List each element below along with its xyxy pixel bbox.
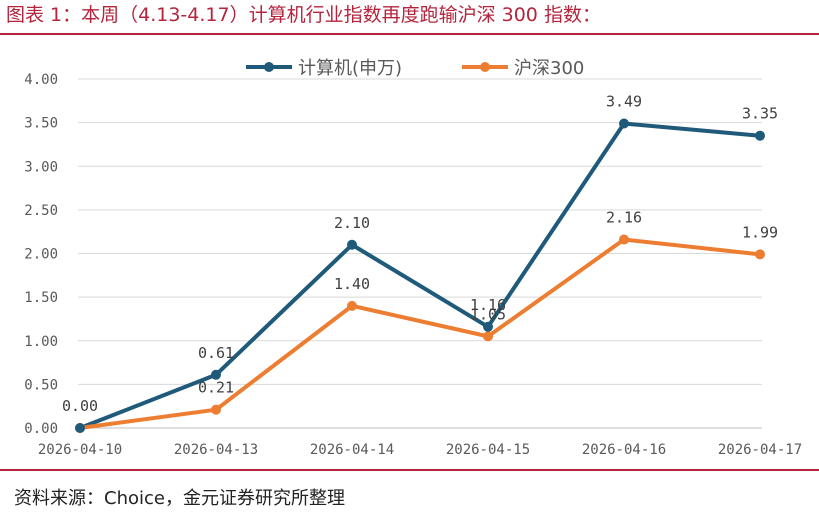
data-point	[483, 321, 493, 332]
data-label: 0.21	[198, 379, 234, 397]
data-label: 1.05	[470, 305, 506, 323]
y-tick-label: 1.50	[24, 290, 58, 306]
data-label: 2.16	[606, 209, 642, 227]
data-label: 1.99	[742, 223, 778, 241]
bottom-divider	[0, 469, 819, 471]
data-point	[75, 423, 85, 433]
data-label: 1.16	[470, 296, 506, 314]
data-point	[483, 331, 493, 342]
y-tick-label: 4.00	[24, 72, 58, 88]
y-tick-label: 3.50	[24, 116, 58, 132]
data-point	[755, 249, 765, 260]
legend-label: 计算机(申万)	[298, 58, 402, 79]
figure-title: 图表 1：本周（4.13-4.17）计算机行业指数再度跑输沪深 300 指数：	[6, 4, 601, 26]
legend-swatch-marker	[264, 62, 274, 72]
data-point	[619, 234, 629, 245]
data-point	[211, 404, 221, 415]
data-label: 3.35	[742, 105, 778, 123]
legend-swatch-marker	[480, 62, 490, 72]
x-tick-label: 2026-04-13	[174, 442, 258, 458]
source-note: 资料来源：Choice，金元证券研究所整理	[14, 488, 345, 509]
data-point	[347, 239, 357, 250]
x-tick-label: 2026-04-17	[718, 442, 802, 458]
y-tick-label: 1.00	[24, 334, 58, 350]
data-point	[755, 130, 765, 141]
y-tick-label: 2.00	[24, 247, 58, 263]
data-point	[347, 300, 357, 311]
data-label: 2.10	[334, 214, 370, 232]
x-tick-label: 2026-04-14	[310, 442, 394, 458]
y-tick-label: 2.50	[24, 203, 58, 219]
series-line	[79, 121, 761, 430]
data-label: 3.49	[606, 92, 642, 110]
x-tick-label: 2026-04-15	[446, 442, 530, 458]
x-tick-label: 2026-04-10	[38, 442, 122, 458]
top-divider	[0, 33, 819, 35]
y-tick-label: 0.00	[24, 421, 58, 437]
data-label: 0.00	[62, 397, 98, 415]
series-line	[79, 237, 761, 430]
data-point	[619, 118, 629, 129]
data-label: 0.61	[198, 344, 234, 362]
x-tick-label: 2026-04-16	[582, 442, 666, 458]
legend-label: 沪深300	[514, 58, 584, 79]
y-tick-label: 0.50	[24, 377, 58, 393]
data-point	[211, 369, 221, 380]
data-label: 1.40	[334, 275, 370, 293]
y-tick-label: 3.00	[24, 159, 58, 175]
